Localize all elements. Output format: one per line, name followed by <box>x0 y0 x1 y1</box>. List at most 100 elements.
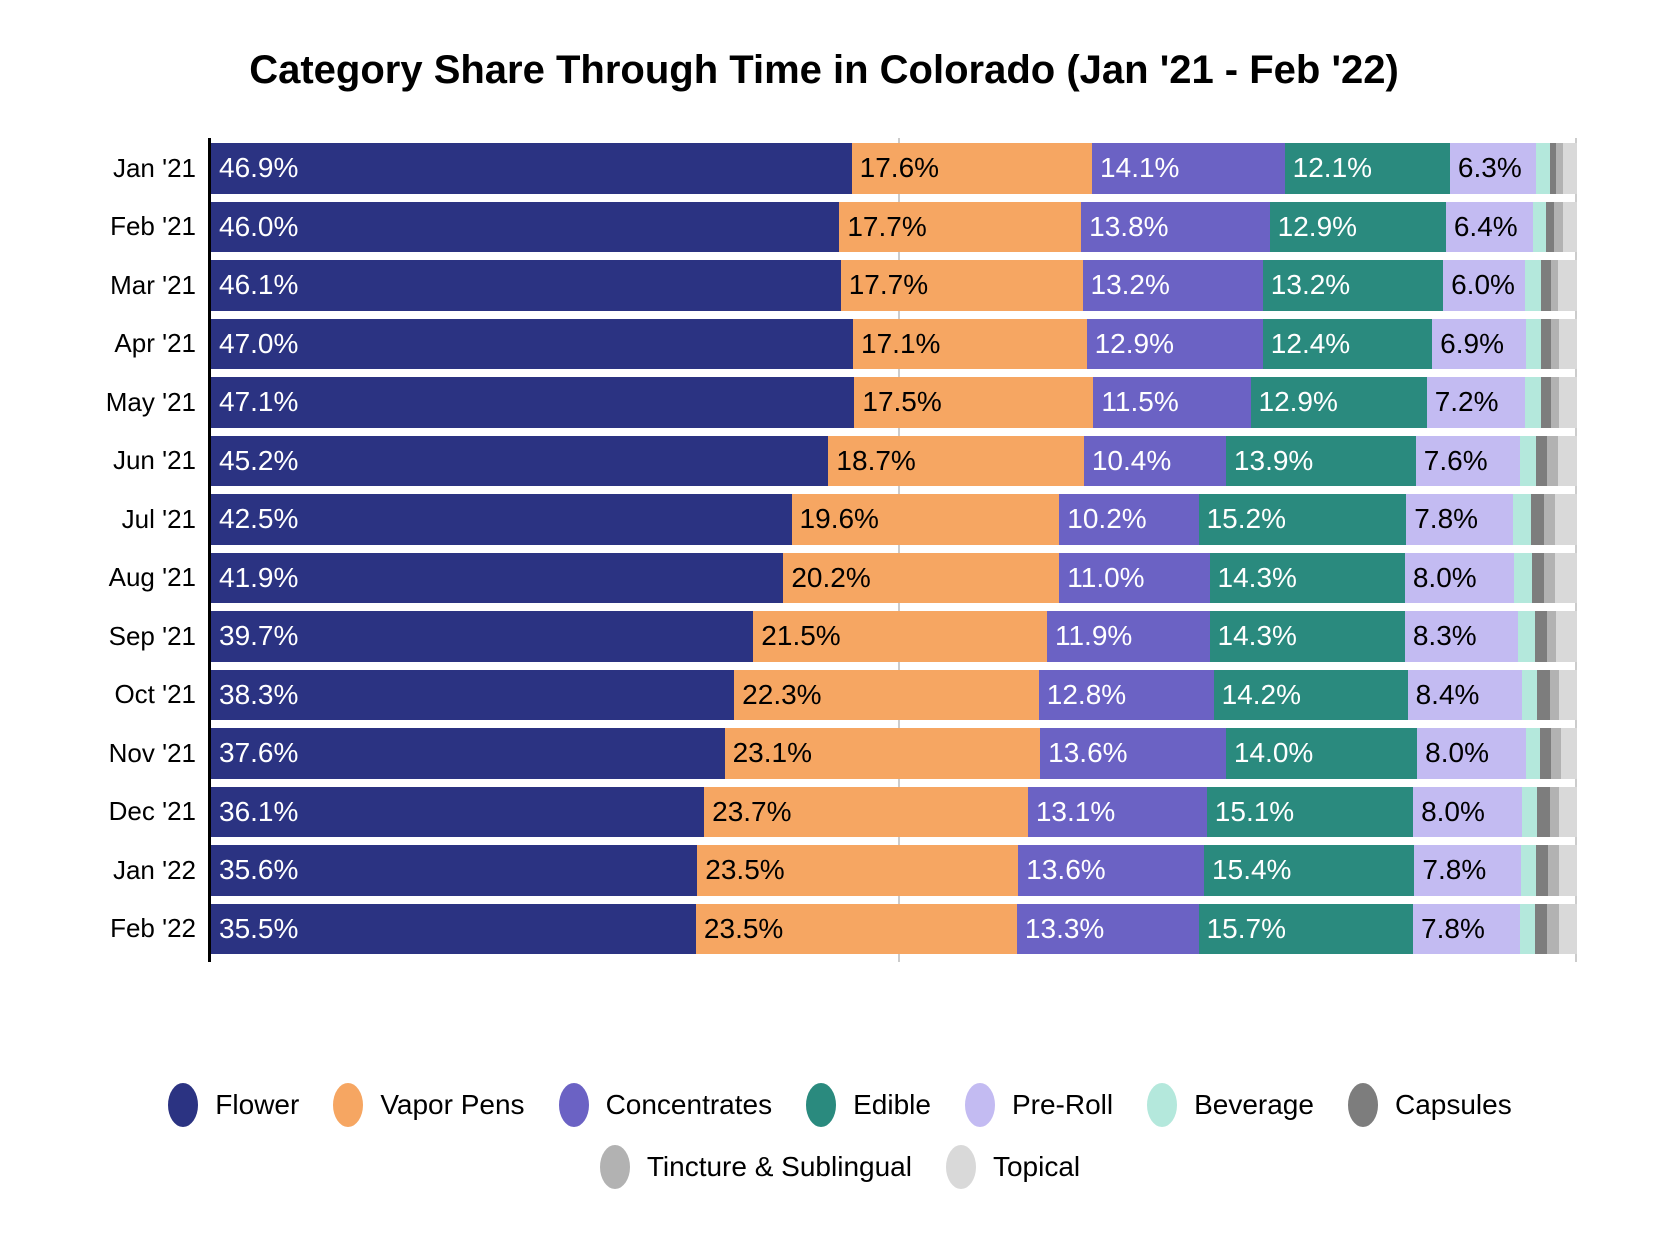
bar-value-label: 46.1% <box>219 269 299 301</box>
bar-segment-beverage <box>1512 494 1531 545</box>
bar-value-label: 35.6% <box>219 854 299 886</box>
bar-segment-tincture-sublingual <box>1548 845 1560 896</box>
bar-value-label: 13.2% <box>1090 269 1170 301</box>
bar-segment-pre-roll: 7.2% <box>1426 377 1526 428</box>
bar-segment-vapor-pens: 17.7% <box>840 260 1083 311</box>
bar-segment-topical <box>1559 377 1577 428</box>
bar-value-label: 47.1% <box>219 386 299 418</box>
bar-segment-edible: 12.9% <box>1250 377 1427 428</box>
bar-segment-edible: 12.9% <box>1269 201 1446 252</box>
bar-segment-pre-roll: 8.4% <box>1407 669 1523 720</box>
bar-value-label: 8.3% <box>1412 620 1477 652</box>
bar-segment-flower: 37.6% <box>211 728 725 779</box>
legend-marker-topical-icon <box>945 1145 976 1189</box>
bar-value-label: 12.9% <box>1277 210 1358 242</box>
bar-segment-concentrates: 10.4% <box>1083 435 1226 486</box>
bar-segment-topical <box>1559 669 1577 720</box>
legend-marker-concentrates-icon <box>558 1083 589 1127</box>
chart-title: Category Share Through Time in Colorado … <box>249 48 1399 92</box>
bar-value-label: 17.7% <box>848 269 929 301</box>
bar-segment-capsules <box>1545 201 1554 252</box>
bar-segment-flower: 47.1% <box>211 377 855 428</box>
bar-segment-beverage <box>1526 318 1542 369</box>
bar-segment-pre-roll: 8.0% <box>1413 786 1523 837</box>
bar-value-label: 15.4% <box>1212 854 1292 886</box>
bar-value-label: 17.6% <box>859 152 940 184</box>
bar-row: Dec '21 36.1% 23.7% 13.1% 15.1% 8.0% <box>109 786 1577 837</box>
bar-segment-vapor-pens: 23.7% <box>704 786 1028 837</box>
bar-value-label: 23.7% <box>712 795 792 827</box>
bar-segment-vapor-pens: 19.6% <box>791 494 1060 545</box>
bar-segment-topical <box>1555 552 1577 603</box>
bar-segment-flower: 41.9% <box>211 552 784 603</box>
bar-segment-beverage <box>1525 377 1542 428</box>
bar-value-label: 18.7% <box>836 444 916 476</box>
bar-value-label: 23.5% <box>703 912 784 944</box>
bar-value-label: 37.6% <box>219 737 299 769</box>
bar-value-label: 13.9% <box>1233 444 1314 476</box>
legend-marker-flower-icon <box>168 1083 199 1127</box>
bar-segment-vapor-pens: 18.7% <box>828 435 1084 486</box>
legend-label: Tincture & Sublingual <box>646 1151 912 1182</box>
bar-rows: Jan '21 46.9% 17.6% 14.1% 12.1% 6.3% Feb '21 46… <box>106 143 1577 954</box>
bar-value-label: 7.8% <box>1422 854 1487 886</box>
bar-value-label: 23.5% <box>705 854 785 886</box>
bar-segment-flower: 35.5% <box>211 903 696 954</box>
bar-value-label: 11.9% <box>1054 620 1133 652</box>
legend-label: Vapor Pens <box>380 1089 525 1120</box>
bar-value-label: 14.3% <box>1217 561 1297 593</box>
bar-value-label: 17.5% <box>862 386 942 418</box>
bar-segment-flower: 46.0% <box>211 201 840 252</box>
plot-area: Jan '21 46.9% 17.6% 14.1% 12.1% 6.3% Feb '21 46… <box>106 138 1577 962</box>
bar-value-label: 8.4% <box>1415 678 1480 710</box>
bar-segment-tincture-sublingual <box>1549 786 1560 837</box>
bar-row: Feb '21 46.0% 17.7% 13.8% 12.9% 6.4% <box>110 201 1577 252</box>
bar-segment-capsules <box>1541 377 1551 428</box>
bar-segment-capsules <box>1541 318 1551 369</box>
bar-value-label: 10.4% <box>1091 444 1172 476</box>
bar-segment-edible: 14.3% <box>1209 611 1405 662</box>
bar-segment-capsules <box>1537 786 1550 837</box>
bar-value-label: 10.2% <box>1067 503 1147 535</box>
bar-row: Aug '21 41.9% 20.2% 11.0% 14.3% 8.0% <box>109 552 1577 603</box>
bar-segment-pre-roll: 6.3% <box>1449 143 1536 194</box>
bar-row: Feb '22 35.5% 23.5% 13.3% 15.7% 7.8% <box>110 903 1577 954</box>
y-axis-label: Aug '21 <box>108 562 196 593</box>
bar-segment-capsules <box>1531 552 1545 603</box>
bar-segment-edible: 12.1% <box>1284 143 1450 194</box>
y-axis-label: Jun '21 <box>112 445 196 476</box>
bar-value-label: 14.0% <box>1233 737 1314 769</box>
bar-value-label: 7.2% <box>1434 386 1499 418</box>
bar-segment-beverage <box>1514 552 1532 603</box>
bar-segment-flower: 42.5% <box>211 494 792 545</box>
bar-segment-tincture-sublingual <box>1546 435 1558 486</box>
bar-segment-topical <box>1556 611 1577 662</box>
legend-item-concentrates: Concentrates <box>558 1083 772 1127</box>
bar-segment-tincture-sublingual <box>1544 552 1556 603</box>
legend-label: Beverage <box>1194 1089 1314 1120</box>
bar-value-label: 35.5% <box>219 912 299 944</box>
legend-marker-edible-icon <box>806 1083 837 1127</box>
bar-segment-topical <box>1559 786 1577 837</box>
legend-label: Topical <box>992 1151 1081 1182</box>
bar-segment-vapor-pens: 23.5% <box>697 845 1019 896</box>
bar-segment-beverage <box>1533 201 1546 252</box>
bar-segment-flower: 46.9% <box>211 143 852 194</box>
bar-segment-vapor-pens: 17.5% <box>854 377 1094 428</box>
bar-segment-concentrates: 12.8% <box>1038 669 1214 720</box>
bar-segment-concentrates: 13.6% <box>1018 845 1205 896</box>
y-axis-label: Mar '21 <box>110 269 196 300</box>
bar-value-label: 13.2% <box>1270 269 1351 301</box>
bar-row: Nov '21 37.6% 23.1% 13.6% 14.0% 8.0% <box>109 728 1577 779</box>
bar-segment-tincture-sublingual <box>1546 903 1560 954</box>
legend-item-capsules: Capsules <box>1347 1083 1512 1127</box>
bar-segment-topical <box>1560 728 1577 779</box>
bar-value-label: 15.2% <box>1206 503 1287 535</box>
bar-value-label: 6.3% <box>1457 152 1522 184</box>
bar-value-label: 11.5% <box>1101 386 1179 418</box>
bar-segment-capsules <box>1530 494 1545 545</box>
bar-value-label: 8.0% <box>1412 561 1477 593</box>
bar-segment-pre-roll: 6.4% <box>1445 201 1534 252</box>
bar-value-label: 13.3% <box>1024 912 1105 944</box>
bar-segment-tincture-sublingual <box>1544 494 1556 545</box>
